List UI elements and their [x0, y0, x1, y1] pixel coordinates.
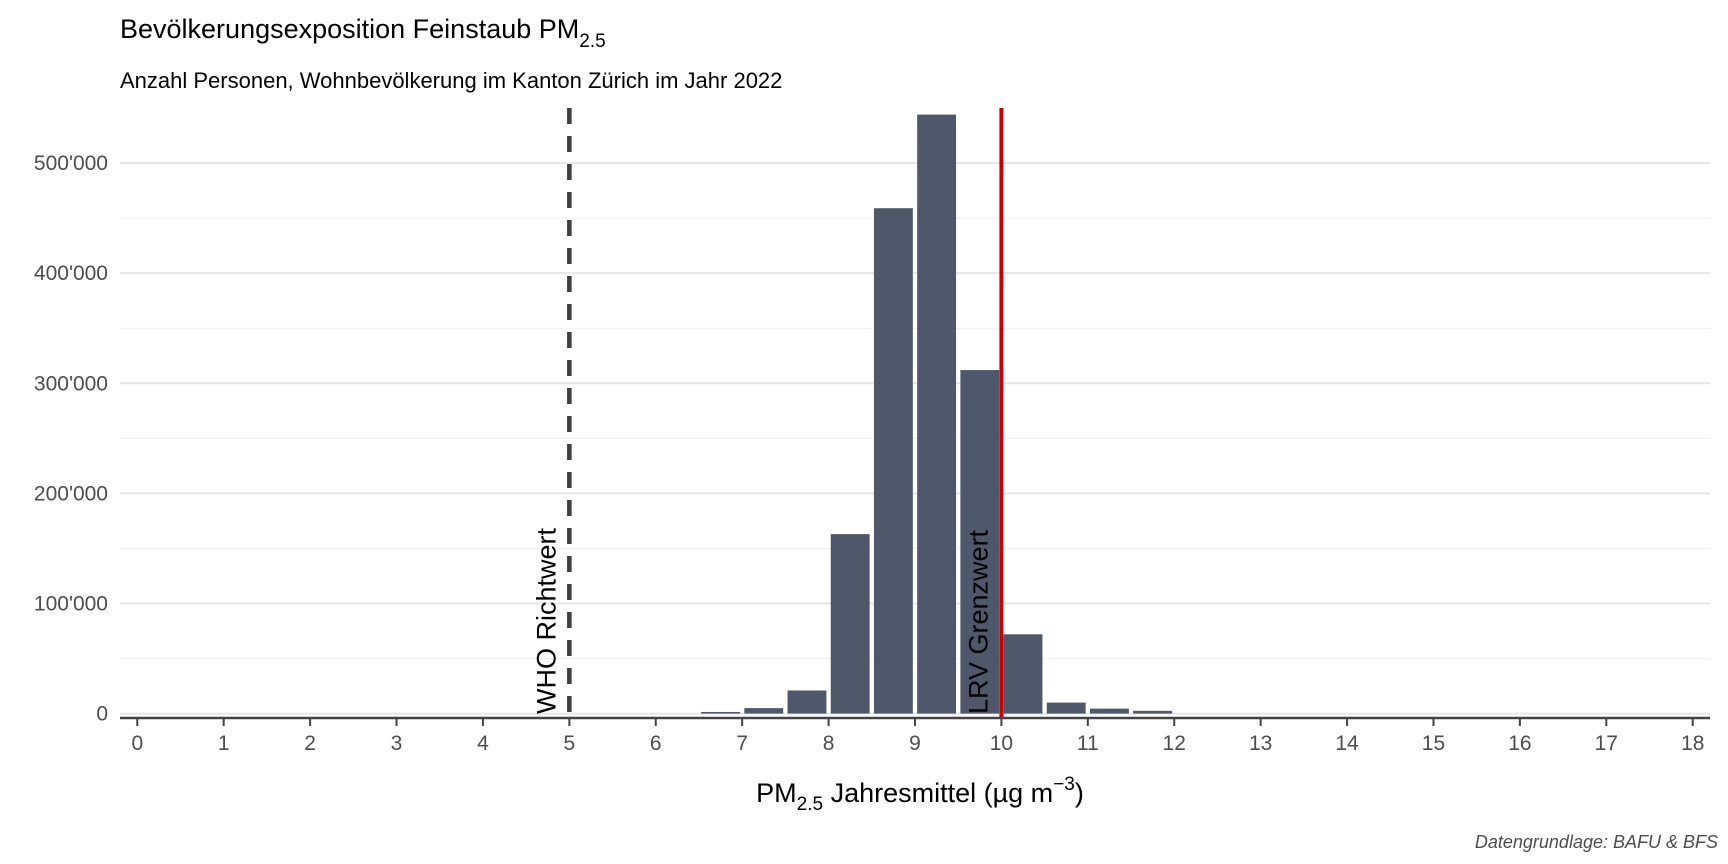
x-tick-label: 9: [909, 732, 921, 755]
x-tick-label: 18: [1681, 732, 1704, 755]
x-tick-label: 4: [477, 732, 489, 755]
x-tick-label: 11: [1077, 732, 1099, 755]
y-tick-label: 300'000: [34, 372, 108, 395]
x-tick-label: 17: [1595, 732, 1618, 755]
y-tick-label: 0: [96, 703, 108, 726]
y-tick-label: 200'000: [34, 482, 108, 505]
y-tick-label: 500'000: [34, 152, 108, 175]
histogram-bar: [1133, 710, 1173, 714]
x-tick-label: 2: [304, 732, 316, 755]
x-tick-label: 1: [218, 732, 230, 755]
x-tick-label: 10: [990, 732, 1013, 755]
chart-title: Bevölkerungsexposition Feinstaub PM2.5: [120, 14, 606, 52]
x-tick-label: 16: [1508, 732, 1531, 755]
histogram-bar: [873, 208, 913, 714]
x-tick-label: 13: [1249, 732, 1272, 755]
x-tick-label: 6: [650, 732, 662, 755]
histogram-bar: [1046, 702, 1086, 714]
reference-line-label: WHO Richtwert: [531, 527, 561, 714]
histogram-bar: [960, 370, 1000, 714]
y-tick-label: 400'000: [34, 262, 108, 285]
x-tick-label: 12: [1163, 732, 1186, 755]
histogram-bar: [1089, 708, 1129, 714]
histogram-bars: [701, 114, 1173, 714]
chart-caption: Datengrundlage: BAFU & BFS: [1475, 832, 1718, 852]
x-tick-label: 3: [391, 732, 403, 755]
reference-lines: WHO Richtwert LRV Grenzwert: [531, 108, 1004, 718]
x-tick-label: 5: [564, 732, 576, 755]
x-tick-label: 7: [736, 732, 748, 755]
histogram-bar: [701, 711, 741, 714]
grid-lines: [120, 162, 1710, 715]
x-tick-label: 14: [1335, 732, 1359, 755]
x-tick-label: 15: [1422, 732, 1445, 755]
x-tick-label: 8: [823, 732, 835, 755]
chart-title-subscript: 2.5: [579, 31, 605, 52]
histogram-bar: [830, 534, 870, 714]
reference-line-label: LRV Grenzwert: [963, 529, 993, 714]
histogram-bar: [1003, 634, 1043, 714]
x-tick-label: 0: [131, 732, 143, 755]
histogram-bar: [744, 708, 784, 714]
histogram-bar: [787, 690, 827, 714]
x-axis-title: PM2.5 Jahresmittel (µg m−3): [756, 774, 1084, 815]
y-tick-label: 100'000: [34, 592, 108, 615]
chart-subtitle: Anzahl Personen, Wohnbevölkerung im Kant…: [120, 68, 782, 93]
histogram-bar: [917, 114, 957, 714]
